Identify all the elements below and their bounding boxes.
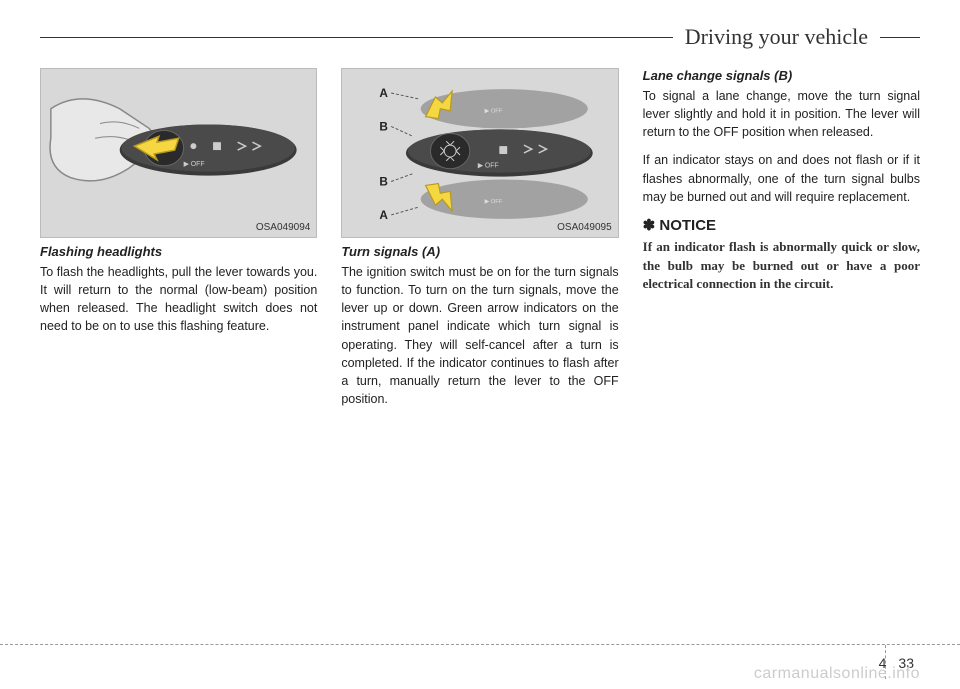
figure-turn-signals: ▶ OFF ▶ OFF ▶ OFF A B B bbox=[341, 68, 618, 238]
header-rule-right bbox=[880, 37, 920, 38]
figure-flashing-headlights: ▶ OFF OSA049094 bbox=[40, 68, 317, 238]
body-turn-signals: The ignition switch must be on for the t… bbox=[341, 263, 618, 408]
notice-heading: ✽ NOTICE bbox=[643, 216, 920, 234]
header-rule-left bbox=[40, 37, 673, 38]
footer-dashed-rule bbox=[0, 644, 960, 645]
figure-code: OSA049094 bbox=[256, 222, 311, 233]
body-flashing: To flash the headlights, pull the lever … bbox=[40, 263, 317, 336]
svg-text:B: B bbox=[380, 120, 389, 133]
figure-code: OSA049095 bbox=[557, 222, 612, 233]
subheading-lane-change: Lane change signals (B) bbox=[643, 68, 920, 83]
column-2: ▶ OFF ▶ OFF ▶ OFF A B B bbox=[341, 68, 618, 418]
svg-text:▶ OFF: ▶ OFF bbox=[485, 109, 503, 115]
svg-text:▶ OFF: ▶ OFF bbox=[478, 163, 499, 170]
section-title: Driving your vehicle bbox=[673, 24, 880, 50]
manual-page: Driving your vehicle bbox=[0, 0, 960, 689]
subheading-flashing: Flashing headlights bbox=[40, 244, 317, 259]
subheading-turn-signals: Turn signals (A) bbox=[341, 244, 618, 259]
svg-text:A: A bbox=[380, 209, 389, 222]
svg-text:▶ OFF: ▶ OFF bbox=[485, 199, 503, 205]
page-header: Driving your vehicle bbox=[40, 24, 920, 50]
column-3: Lane change signals (B) To signal a lane… bbox=[643, 68, 920, 418]
notice-body: If an indicator flash is abnormally quic… bbox=[643, 238, 920, 295]
headlight-lever-illustration: ▶ OFF bbox=[41, 69, 316, 237]
body-lane-change-2: If an indicator stays on and does not fl… bbox=[643, 151, 920, 205]
column-1: ▶ OFF OSA049094 Flashing headlights To f… bbox=[40, 68, 317, 418]
watermark-text: carmanualsonline.info bbox=[754, 665, 920, 683]
content-columns: ▶ OFF OSA049094 Flashing headlights To f… bbox=[40, 68, 920, 418]
svg-text:B: B bbox=[380, 175, 389, 188]
svg-text:▶ OFF: ▶ OFF bbox=[184, 161, 205, 168]
body-lane-change-1: To signal a lane change, move the turn s… bbox=[643, 87, 920, 141]
svg-text:A: A bbox=[380, 87, 389, 100]
turn-signal-illustration: ▶ OFF ▶ OFF ▶ OFF A B B bbox=[342, 69, 617, 237]
